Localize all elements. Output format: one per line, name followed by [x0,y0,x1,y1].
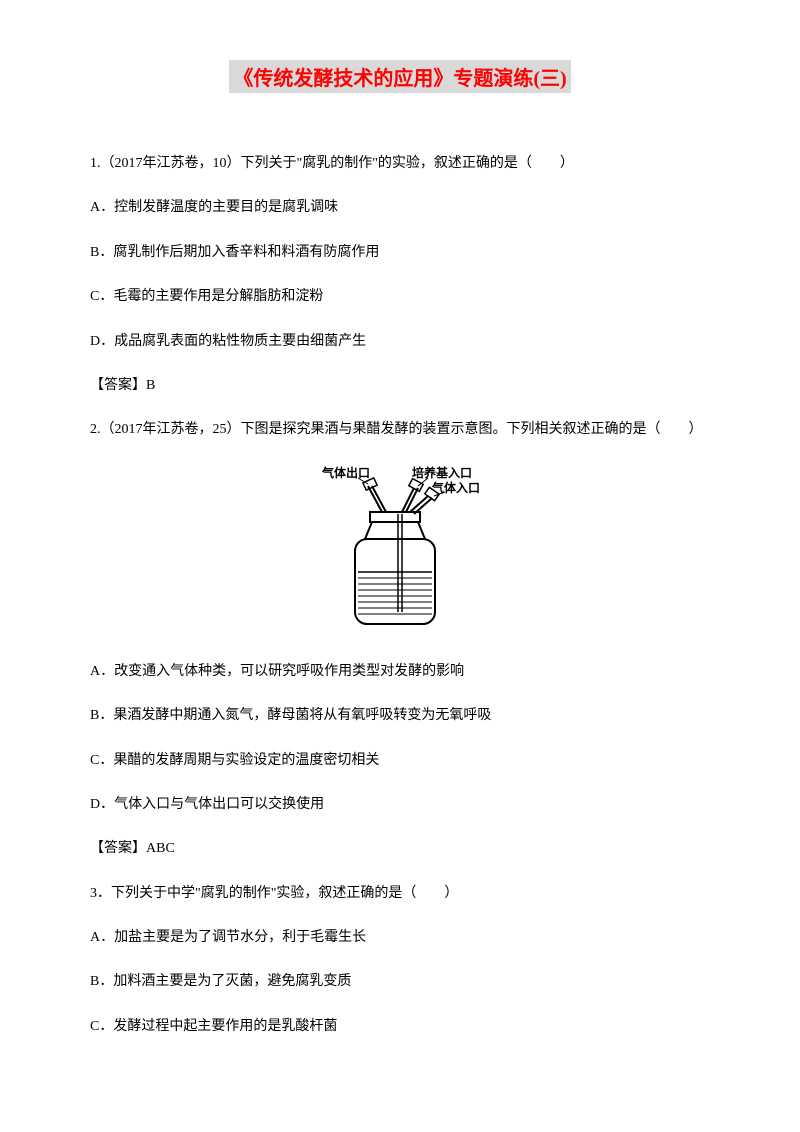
q2-option-d: D．气体入口与气体出口可以交换使用 [90,794,710,816]
q2-option-a: A．改变通入气体种类，可以研究呼吸作用类型对发酵的影响 [90,661,710,683]
q1-stem: 1.（2017年江苏卷，10）下列关于"腐乳的制作"的实验，叙述正确的是（ ） [90,153,710,175]
q3-option-b: B．加料酒主要是为了灭菌，避免腐乳变质 [90,971,710,993]
q3-option-a: A．加盐主要是为了调节水分，利于毛霉生长 [90,927,710,949]
q2-stem: 2.（2017年江苏卷，25）下图是探究果酒与果醋发酵的装置示意图。下列相关叙述… [90,419,710,441]
q1-option-d: D．成品腐乳表面的粘性物质主要由细菌产生 [90,331,710,353]
q2-diagram: 气体出口 培养基入口 气体入口 [90,464,710,639]
q1-option-b: B．腐乳制作后期加入香辛料和料酒有防腐作用 [90,242,710,264]
q3-option-c: C．发酵过程中起主要作用的是乳酸杆菌 [90,1016,710,1038]
q2-option-b: B．果酒发酵中期通入氮气，酵母菌将从有氧呼吸转变为无氧呼吸 [90,705,710,727]
q1-option-a: A．控制发酵温度的主要目的是腐乳调味 [90,197,710,219]
label-gas-in: 气体入口 [432,479,480,496]
q2-option-c: C．果醋的发酵周期与实验设定的温度密切相关 [90,750,710,772]
q1-answer: 【答案】B [90,375,710,397]
page-title: 《传统发酵技术的应用》专题演练(三) [229,60,570,93]
q2-answer: 【答案】ABC [90,838,710,860]
label-gas-out: 气体出口 [322,464,370,481]
q3-stem: 3．下列关于中学"腐乳的制作"实验，叙述正确的是（ ） [90,883,710,905]
q1-option-c: C．毛霉的主要作用是分解脂肪和淀粉 [90,286,710,308]
